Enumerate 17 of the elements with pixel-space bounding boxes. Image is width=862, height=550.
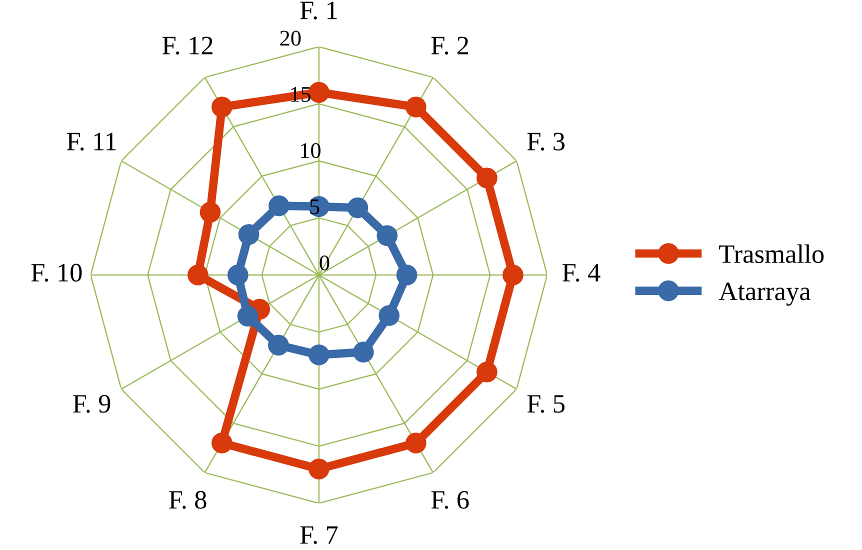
spoke-label: F. 1	[300, 2, 337, 20]
spoke-label: F. 11	[66, 132, 116, 151]
spoke-label: F. 3	[527, 132, 565, 151]
y-tick-label: 15	[291, 87, 311, 102]
spoke-label: F. 7	[300, 526, 338, 544]
spoke-label: F. 2	[431, 36, 468, 55]
y-tick-label: 5	[310, 200, 320, 214]
spoke-label: F. 9	[73, 395, 110, 413]
spoke-label: F. 4	[562, 264, 600, 282]
spoke-label: F. 12	[162, 36, 212, 55]
spoke-label: F. 10	[31, 264, 82, 282]
legend-label: Atarraya	[718, 282, 811, 306]
legend-label: Trasmallo	[719, 244, 824, 264]
spoke-label: F. 8	[169, 490, 206, 509]
spoke-label: F. 6	[431, 491, 469, 509]
y-tick-label: 20	[280, 30, 301, 46]
spoke-label: F. 5	[527, 395, 565, 413]
